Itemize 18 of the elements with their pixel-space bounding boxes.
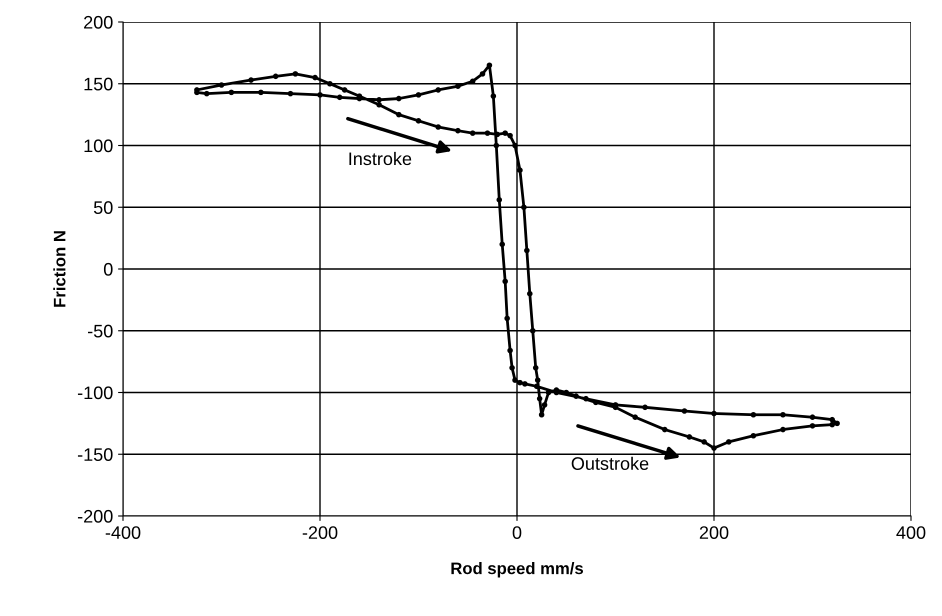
y-tick-label: 150 (84, 78, 113, 90)
y-tick-label: 0 (104, 262, 113, 276)
x-tick-label: -400 (106, 526, 140, 539)
x-tick-label: 200 (700, 526, 728, 539)
x-axis-title: Rod speed mm/s (451, 562, 584, 578)
annotation: Instroke (349, 152, 412, 166)
y-tick-label: 100 (84, 139, 113, 152)
x-tick-label: 0 (512, 526, 522, 539)
y-tick-label: -200 (78, 510, 113, 523)
y-tick-label: 50 (94, 201, 113, 214)
x-tick-label: -200 (302, 526, 338, 539)
x-tick-label: 400 (896, 526, 926, 539)
y-tick-label: -150 (78, 448, 113, 461)
y-tick-label: -50 (88, 324, 113, 338)
y-tick-label: -100 (78, 386, 113, 400)
y-axis-title: Friction N (53, 231, 66, 307)
annotation: Outstroke (572, 456, 648, 470)
y-tick-label: 200 (84, 16, 113, 29)
